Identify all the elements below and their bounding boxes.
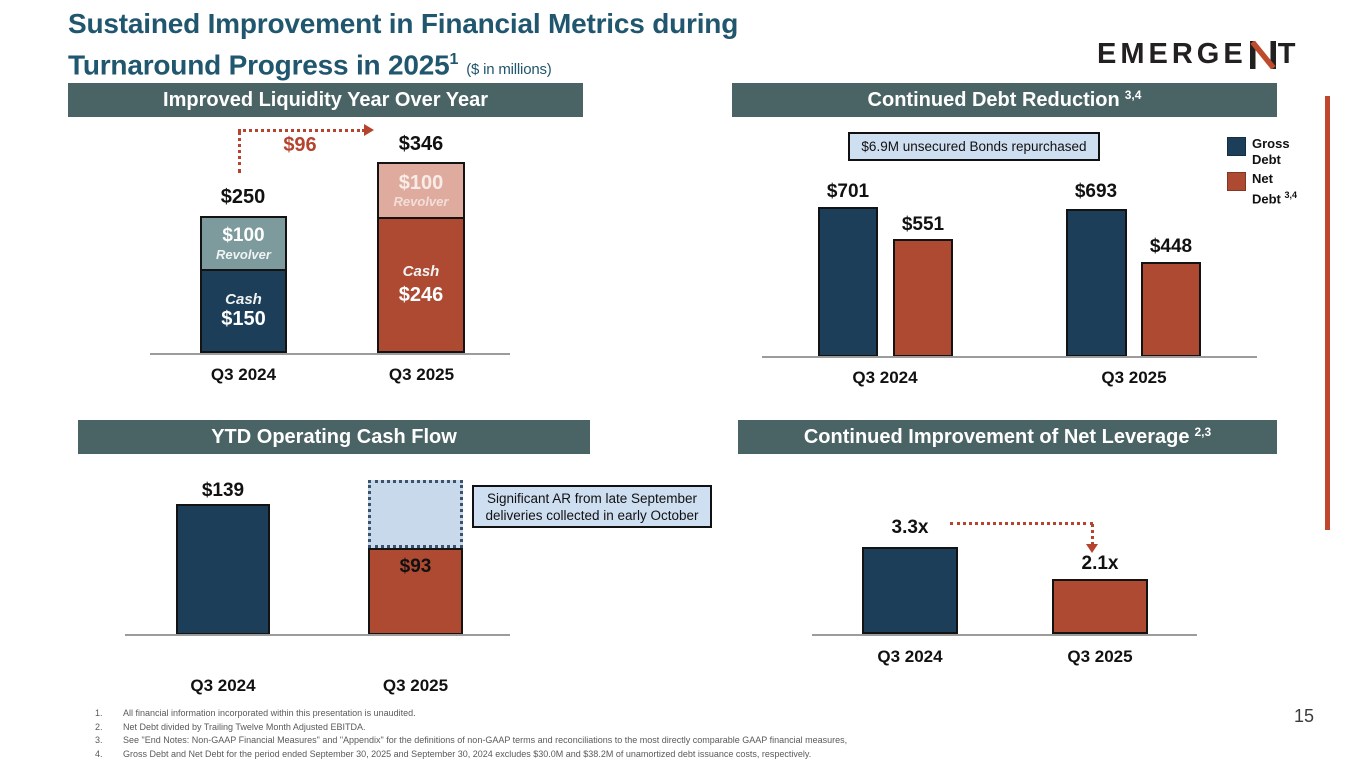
liquidity-bar-2024-revolver: $100 Revolver: [200, 216, 287, 271]
liquidity-chart-title: Improved Liquidity Year Over Year: [68, 83, 583, 117]
debt-bar-net-2024: [893, 239, 953, 357]
debt-callout: $6.9M unsecured Bonds repurchased: [848, 132, 1100, 161]
liquidity-bar-2024-cash: Cash $150: [200, 269, 287, 353]
liquidity-x-axis: [150, 353, 510, 355]
liquidity-total-q3-2025: $346: [398, 133, 444, 155]
cashflow-x-axis: [125, 634, 510, 636]
liquidity-arrow-horizontal: [238, 129, 365, 132]
debt-bar-gross-2025: [1066, 209, 1127, 357]
page-number: 15: [1294, 706, 1315, 726]
logo-n-icon: [1249, 40, 1276, 69]
leverage-chart-title: Continued Improvement of Net Leverage 2,3: [738, 420, 1277, 454]
debt-bar-net-2025: [1141, 262, 1201, 357]
logo-text-right: T: [1277, 38, 1300, 70]
debt-legend: Gross Debt Net Debt 3,4: [1227, 136, 1297, 210]
footnote-1: 1. All financial information incorporate…: [95, 708, 416, 718]
red-accent-rule: [1325, 96, 1330, 530]
liquidity-bar-2025-revolver: $100 Revolver: [377, 162, 465, 219]
footnote-3: 3. See "End Notes: Non-GAAP Financial Me…: [95, 735, 848, 745]
footnotes: 1. All financial information incorporate…: [95, 707, 975, 761]
debt-label-gross-2025: $693: [1074, 181, 1118, 202]
leverage-label-2025: 2.1x: [1081, 553, 1119, 574]
liquidity-arrowhead-icon: [364, 124, 374, 136]
title-line1: Sustained Improvement in Financial Metri…: [68, 8, 739, 39]
cashflow-label-2025: $93: [399, 556, 432, 577]
liquidity-total-q3-2024: $250: [220, 186, 266, 208]
legend-item-gross-debt: Gross Debt: [1227, 136, 1297, 168]
title-footnote-ref: 1: [449, 51, 459, 68]
leverage-category-q3-2025: Q3 2025: [1067, 647, 1133, 666]
leverage-label-2024: 3.3x: [891, 517, 929, 538]
liquidity-category-q3-2025: Q3 2025: [388, 365, 455, 384]
cashflow-chart-title: YTD Operating Cash Flow: [78, 420, 590, 454]
legend-item-net-debt: Net Debt 3,4: [1227, 171, 1297, 207]
debt-label-gross-2024: $701: [826, 181, 870, 202]
cashflow-label-2024: $139: [201, 480, 245, 501]
cashflow-bar-2024: [176, 504, 270, 635]
leverage-x-axis: [812, 634, 1197, 636]
liquidity-bar-2025-cash: Cash $246: [377, 217, 465, 353]
leverage-bar-2025: [1052, 579, 1148, 634]
debt-category-q3-2025: Q3 2025: [1101, 368, 1167, 387]
debt-category-q3-2024: Q3 2024: [852, 368, 918, 387]
debt-x-axis: [762, 356, 1257, 358]
debt-label-net-2025: $448: [1149, 236, 1193, 257]
footnote-4: 4. Gross Debt and Net Debt for the perio…: [95, 748, 812, 759]
units-label: ($ in millions): [466, 61, 552, 79]
cashflow-category-q3-2025: Q3 2025: [382, 676, 449, 695]
liquidity-arrow-vertical: [238, 131, 241, 173]
leverage-arrow-horizontal: [950, 522, 1093, 525]
leverage-arrow-vertical: [1091, 524, 1094, 545]
liquidity-delta-label: $96: [283, 134, 317, 156]
leverage-category-q3-2024: Q3 2024: [877, 647, 943, 666]
debt-chart-title: Continued Debt Reduction 3,4: [732, 83, 1277, 117]
leverage-bar-2024: [862, 547, 958, 634]
footnote-2: 2. Net Debt divided by Trailing Twelve M…: [95, 721, 366, 732]
debt-label-net-2024: $551: [901, 214, 945, 235]
net-debt-swatch-icon: [1227, 172, 1246, 191]
cashflow-category-q3-2024: Q3 2024: [190, 676, 256, 695]
leverage-arrowhead-icon: [1086, 544, 1098, 553]
logo-emergent: EMERGE T: [1097, 38, 1299, 71]
liquidity-category-q3-2024: Q3 2024: [210, 365, 277, 384]
logo-text-left: EMERGE: [1097, 38, 1247, 70]
cashflow-ar-dotted-box: [368, 480, 463, 548]
cashflow-callout: Significant AR from late September deliv…: [472, 485, 712, 528]
debt-bar-gross-2024: [818, 207, 878, 357]
title-line2: Turnaround Progress in 2025: [68, 49, 450, 81]
page-title: Sustained Improvement in Financial Metri…: [68, 6, 738, 88]
gross-debt-swatch-icon: [1227, 137, 1246, 156]
